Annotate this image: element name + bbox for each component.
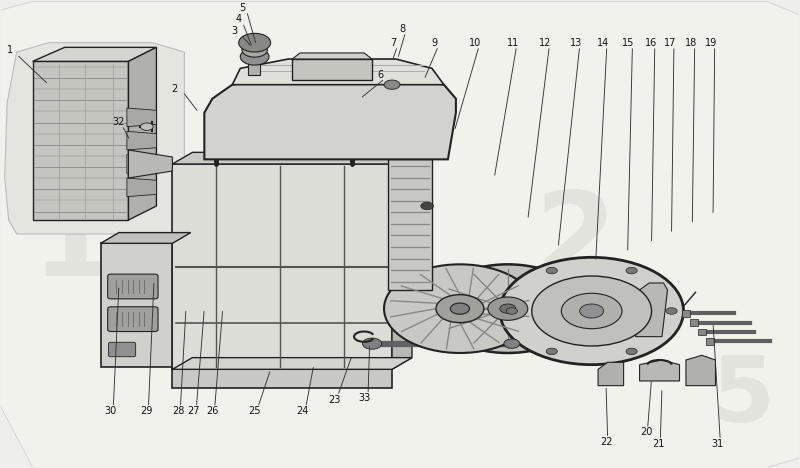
Polygon shape: [639, 360, 679, 381]
Text: 32: 32: [113, 117, 125, 127]
Text: 5: 5: [712, 353, 775, 441]
Text: 12: 12: [539, 38, 551, 48]
Polygon shape: [232, 59, 444, 85]
FancyBboxPatch shape: [108, 274, 158, 299]
Polygon shape: [127, 155, 157, 173]
Circle shape: [546, 267, 558, 274]
Polygon shape: [204, 75, 456, 159]
Text: 13: 13: [570, 38, 582, 48]
Circle shape: [488, 297, 528, 320]
Circle shape: [562, 293, 622, 329]
Polygon shape: [129, 150, 172, 178]
FancyBboxPatch shape: [706, 338, 714, 344]
Polygon shape: [33, 61, 129, 220]
Polygon shape: [172, 358, 412, 369]
Text: 2: 2: [534, 186, 617, 301]
Circle shape: [626, 267, 637, 274]
Polygon shape: [5, 43, 184, 234]
Polygon shape: [686, 355, 715, 386]
Text: 25: 25: [249, 406, 261, 417]
FancyBboxPatch shape: [690, 319, 698, 326]
Circle shape: [432, 264, 584, 353]
Polygon shape: [172, 164, 392, 369]
Polygon shape: [101, 233, 190, 243]
Text: 9: 9: [431, 38, 438, 48]
Text: 2: 2: [172, 84, 178, 95]
Text: 3: 3: [232, 26, 238, 36]
Text: 15: 15: [622, 38, 634, 48]
Text: 17: 17: [664, 38, 676, 48]
Text: 5: 5: [239, 3, 246, 13]
Circle shape: [242, 42, 267, 57]
Circle shape: [238, 33, 270, 52]
Polygon shape: [129, 47, 157, 220]
Circle shape: [384, 80, 400, 89]
Polygon shape: [101, 243, 172, 367]
Text: 22: 22: [600, 437, 612, 446]
Text: 10: 10: [469, 38, 481, 48]
Text: 1: 1: [31, 186, 114, 301]
Text: 31: 31: [712, 439, 724, 449]
Text: 14: 14: [597, 38, 609, 48]
Circle shape: [532, 276, 651, 346]
Circle shape: [436, 295, 484, 322]
Circle shape: [450, 303, 470, 314]
Text: 26: 26: [206, 406, 218, 417]
Text: 16: 16: [645, 38, 657, 48]
Text: 1: 1: [7, 44, 14, 55]
Polygon shape: [292, 53, 372, 59]
Circle shape: [666, 308, 677, 314]
Circle shape: [500, 304, 516, 313]
Circle shape: [500, 257, 683, 365]
Text: 20: 20: [640, 427, 652, 437]
Text: 29: 29: [140, 406, 152, 417]
Text: 8: 8: [399, 24, 406, 34]
Circle shape: [240, 48, 269, 65]
Polygon shape: [248, 59, 260, 75]
Text: 30: 30: [105, 406, 117, 417]
Polygon shape: [388, 159, 432, 290]
Text: 21: 21: [652, 439, 664, 449]
Circle shape: [506, 308, 518, 314]
FancyBboxPatch shape: [698, 329, 706, 335]
Text: 5: 5: [327, 186, 409, 301]
Text: 6: 6: [377, 70, 383, 80]
FancyBboxPatch shape: [682, 310, 690, 316]
FancyBboxPatch shape: [109, 342, 136, 357]
Text: 18: 18: [685, 38, 697, 48]
Text: 7: 7: [390, 38, 397, 48]
Polygon shape: [292, 59, 372, 80]
Text: 4: 4: [236, 15, 242, 24]
Text: 27: 27: [188, 406, 200, 417]
Text: 24: 24: [296, 406, 309, 417]
Circle shape: [384, 264, 536, 353]
Text: 33: 33: [358, 393, 371, 403]
Polygon shape: [172, 153, 412, 164]
Text: 23: 23: [328, 395, 341, 405]
Polygon shape: [172, 369, 392, 388]
Polygon shape: [127, 178, 157, 197]
FancyBboxPatch shape: [108, 307, 158, 331]
Text: 11: 11: [506, 38, 518, 48]
Polygon shape: [598, 362, 624, 386]
Polygon shape: [392, 153, 412, 369]
Circle shape: [504, 339, 520, 348]
Text: 19: 19: [706, 38, 718, 48]
Polygon shape: [635, 283, 667, 336]
Circle shape: [546, 348, 558, 355]
Circle shape: [421, 202, 434, 210]
Polygon shape: [127, 108, 157, 127]
Circle shape: [141, 123, 154, 131]
Text: 28: 28: [172, 406, 184, 417]
Circle shape: [626, 348, 637, 355]
Polygon shape: [127, 132, 157, 150]
Circle shape: [580, 304, 604, 318]
Polygon shape: [33, 47, 157, 61]
Circle shape: [362, 338, 382, 349]
